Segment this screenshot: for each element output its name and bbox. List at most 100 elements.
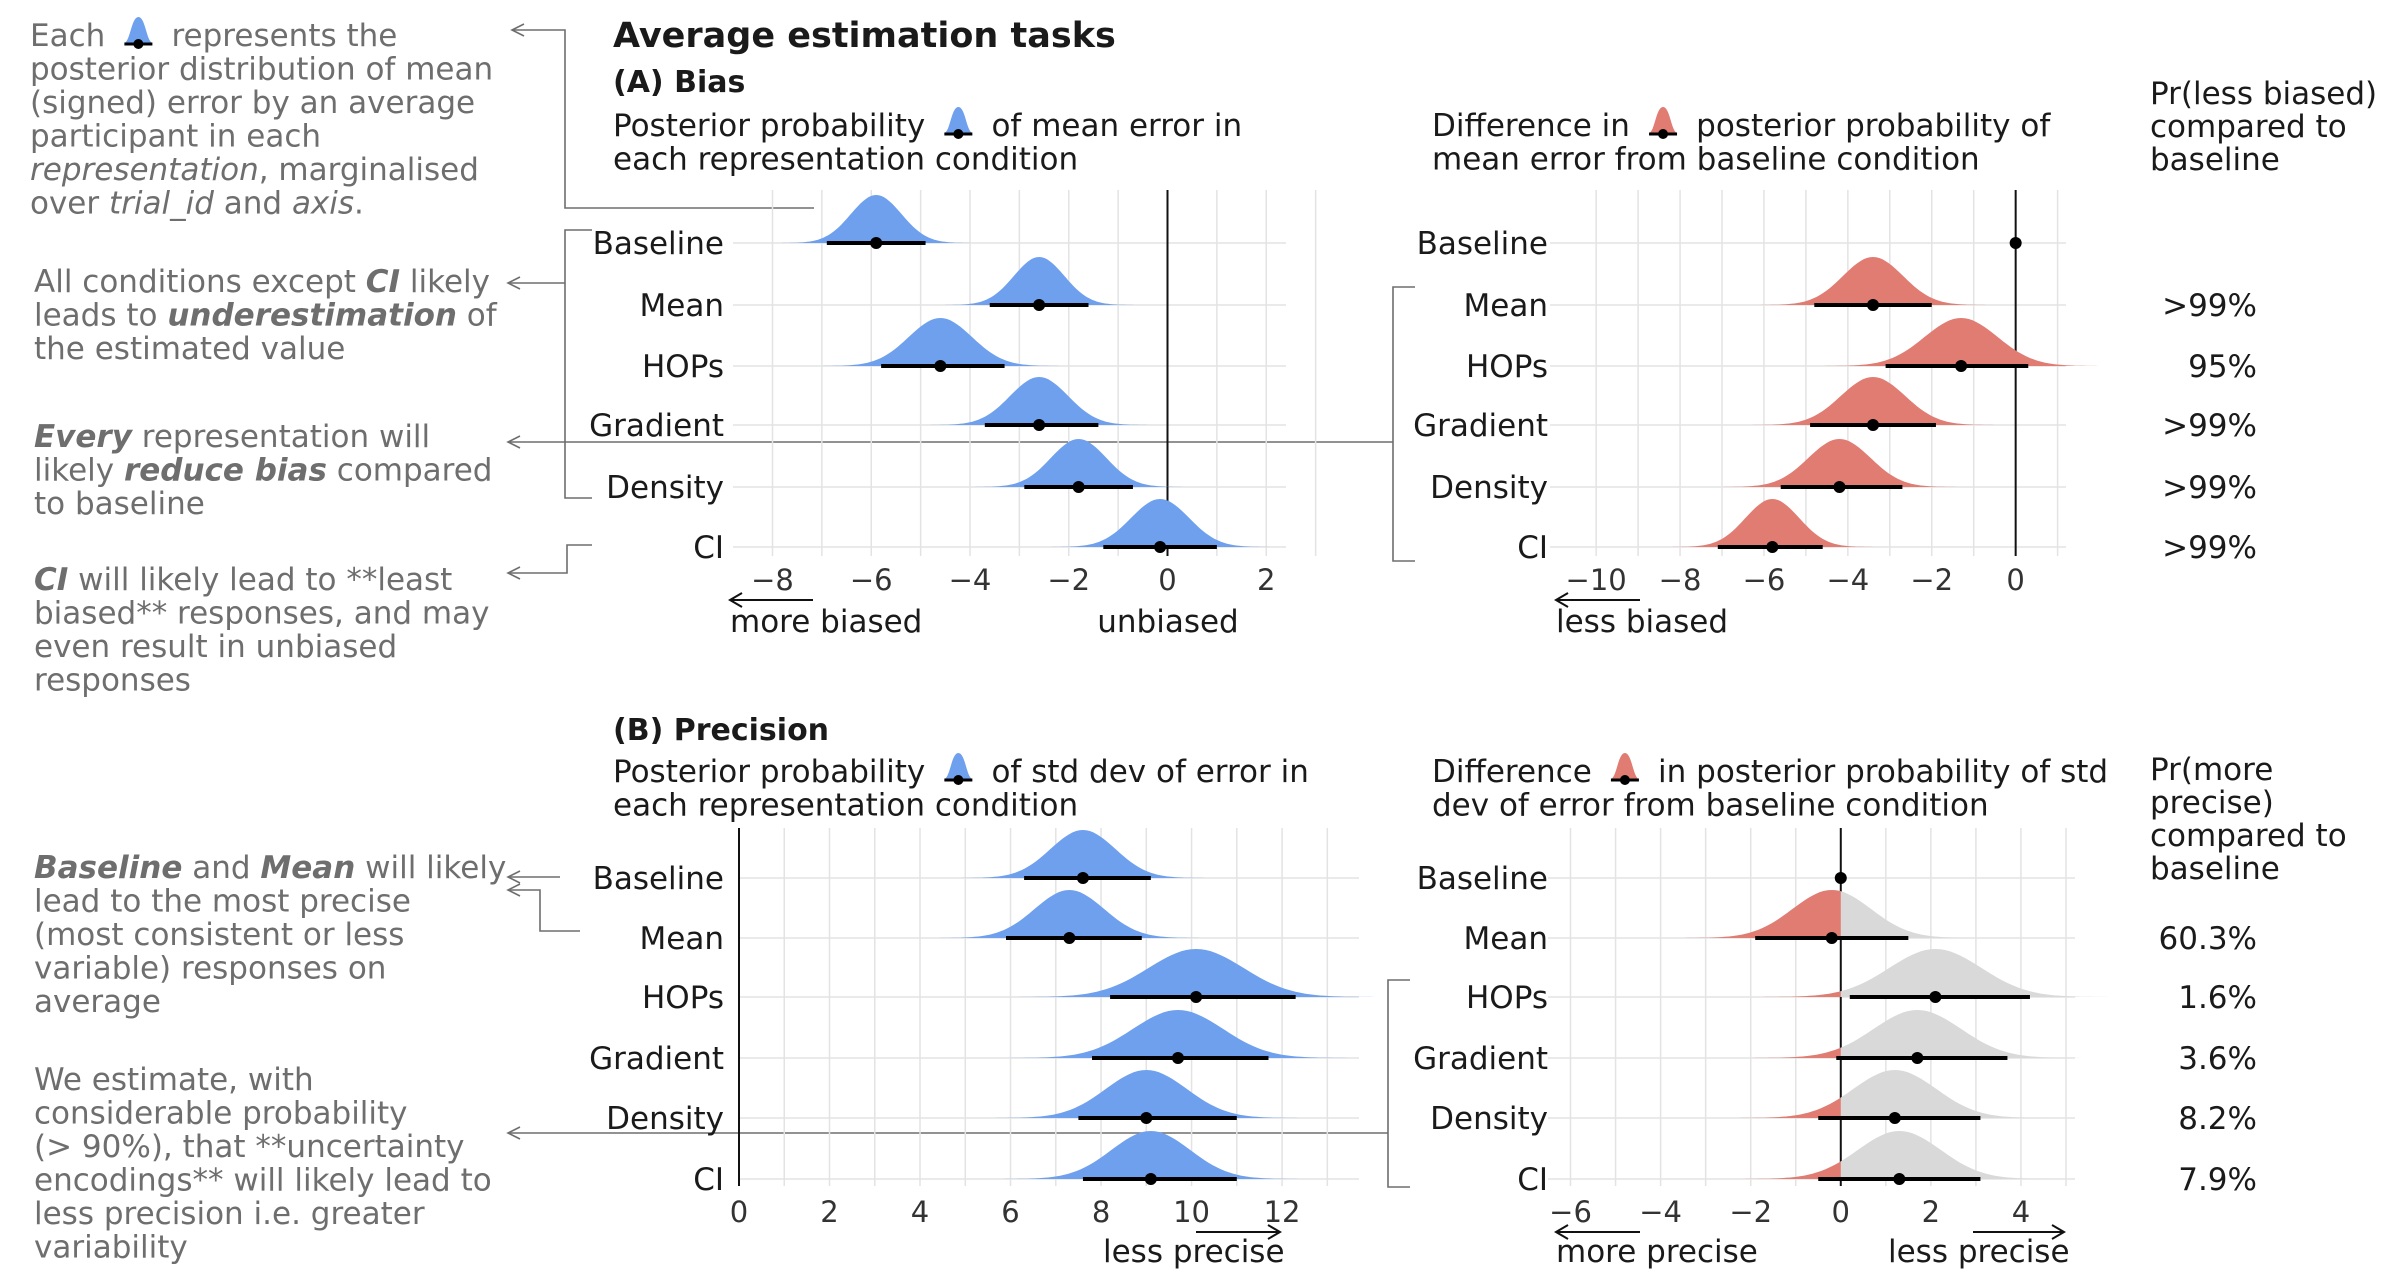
text-span: We estimate, with (34, 1062, 314, 1098)
tick-label: 2 (820, 1195, 838, 1229)
median-point-baseline (2009, 237, 2022, 249)
text-line: responses (34, 663, 191, 699)
connector-arrowhead (506, 870, 521, 884)
text-line: variability (34, 1230, 188, 1266)
halfeye-density-mean (933, 257, 1145, 305)
arrow-more-precise (1554, 1224, 1640, 1240)
category-label-mean: Mean (640, 921, 724, 957)
text-span: Difference in (1432, 108, 1640, 144)
median-point-ci (1893, 1173, 1906, 1185)
category-label-gradient: Gradient (589, 1041, 724, 1077)
plots: Baseline Mean HOPs Gradient Density CI −8 −6 −4 −… (589, 190, 2129, 1229)
tick-label: 4 (911, 1195, 929, 1229)
category-label-density: Density (606, 470, 724, 506)
category-label-density: Density (1430, 1101, 1548, 1137)
text-span: Every (34, 419, 134, 455)
prob-value: >99% (2162, 288, 2257, 324)
text-span: trial_id (109, 186, 214, 222)
text-span: underestimation (167, 298, 457, 334)
tick-label: −4 (949, 563, 992, 597)
halfeye-density-gradient (1733, 1047, 1841, 1058)
tick-label: −4 (1826, 563, 1869, 597)
text-line: even result in unbiased (34, 629, 397, 665)
text-span: dev of error from baseline condition (1432, 788, 1989, 824)
prob-value: 7.9% (2178, 1162, 2257, 1198)
halfeye-density-ci (1038, 499, 1282, 547)
icon-shape (1610, 753, 1639, 779)
arrow-head (728, 592, 743, 608)
text-span: posterior distribution of mean (30, 52, 493, 88)
prob-header-a: Pr(less biased) (2150, 76, 2377, 112)
text-span: represents the (162, 18, 398, 54)
text-span: All conditions except (34, 264, 366, 300)
text-span: representation will (132, 419, 430, 455)
arrow-head (1554, 1224, 1569, 1240)
text-line: encodings** will likely lead to (34, 1163, 492, 1199)
icon-shape (124, 17, 153, 43)
text-span: (signed) error by an average (30, 85, 475, 121)
text-span: reduce bias (124, 453, 327, 489)
text-span: will likely lead to **least (68, 562, 452, 598)
axis-label-less-precise-right: less precise (1888, 1234, 2070, 1270)
text-span: even result in unbiased (34, 629, 397, 665)
halfeye-icon (1649, 107, 1678, 139)
halfeye-density-ci (1725, 1131, 2074, 1179)
prob-header-a: baseline (2150, 142, 2280, 178)
halfeye-density-baseline (770, 195, 982, 243)
category-label-density: Density (606, 1101, 724, 1137)
tick-label: −4 (1639, 1195, 1682, 1229)
text-span: mean error from baseline condition (1432, 142, 1980, 178)
halfeye-density-hops (1742, 949, 2129, 997)
text-line: biased** responses, and may (34, 596, 489, 632)
tick-label: 8 (1092, 1195, 1110, 1229)
prob-header-a: compared to (2150, 109, 2347, 145)
text-line: to baseline (34, 486, 205, 522)
halfeye-density-density (1721, 1070, 2069, 1118)
text-span: participant in each (30, 119, 321, 155)
prob-value: 3.6% (2178, 1041, 2257, 1077)
prob-value: >99% (2162, 530, 2257, 566)
halfeye-density-gradient (1738, 377, 2008, 425)
text-line: Each represents the (30, 18, 397, 54)
text-line: lead to the most precise (34, 884, 411, 920)
tick-label: 4 (2012, 1195, 2030, 1229)
text-line: Difference in posterior probability of s… (1432, 754, 2108, 790)
text-line: leads to underestimation of (34, 298, 498, 334)
text-line: We estimate, with (34, 1062, 314, 1098)
halfeye-icon (1610, 753, 1639, 785)
category-label-gradient: Gradient (1413, 408, 1548, 444)
text-span: each representation condition (613, 142, 1078, 178)
median-point-density (1072, 481, 1085, 493)
figure-title: Average estimation tasks (613, 16, 1116, 56)
halfeye-density-density (1709, 439, 1970, 487)
arrow-less-biased (1554, 592, 1640, 608)
text-span: average (34, 984, 161, 1020)
prob-header-b: compared to (2150, 818, 2347, 854)
caption-a-left: Posterior probability of mean error inea… (613, 107, 1242, 178)
halfeye-density-ci (1725, 1161, 1841, 1179)
axis-label-unbiased: unbiased (1097, 604, 1238, 640)
text-span: over (30, 186, 109, 222)
text-span: Baseline (34, 850, 182, 886)
text-span: of std dev of error in (982, 754, 1309, 790)
category-label-baseline: Baseline (593, 861, 724, 897)
text-span: encodings** will likely lead to (34, 1163, 492, 1199)
tick-label: 0 (1832, 1195, 1850, 1229)
arrow-head (1554, 592, 1569, 608)
arrow-head (2051, 1224, 2066, 1240)
text-span: to baseline (34, 486, 205, 522)
halfeye-density-gradient (988, 1010, 1368, 1058)
halfeye-density-baseline (947, 830, 1219, 878)
connector-annotation-5b (508, 889, 580, 932)
category-label-gradient: Gradient (589, 408, 724, 444)
text-span: representation (30, 152, 259, 188)
text-span: posterior probability of (1686, 108, 2051, 144)
connector-arrowhead (506, 566, 521, 580)
axis-label-more-precise: more precise (1556, 1234, 1758, 1270)
median-point-density (1833, 481, 1846, 493)
halfeye-density-mean (1667, 890, 1841, 938)
text-span: Each (30, 18, 115, 54)
halfeye-density-hops (808, 318, 1073, 366)
